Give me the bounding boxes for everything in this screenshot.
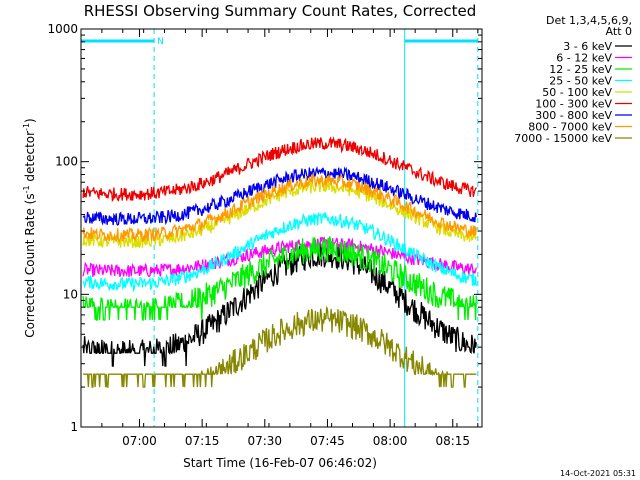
x-tick-label: 07:15 — [185, 434, 220, 448]
series-line — [82, 243, 477, 367]
x-tick-label: 08:00 — [373, 434, 408, 448]
x-axis: 07:00 07:15 07:30 07:45 08:00 08:15 — [80, 29, 479, 448]
legend-header: Det 1,3,4,5,6,9, — [546, 14, 632, 27]
legend-entry-label: 12 - 25 keV — [549, 63, 612, 76]
legend-entry-label: 3 - 6 keV — [563, 40, 612, 53]
series-line — [82, 235, 477, 278]
y-tick-label: 10 — [63, 287, 78, 301]
series-line — [82, 236, 477, 321]
legend-entry-label: 6 - 12 keV — [556, 52, 612, 65]
legend-entry-label: 7000 - 15000 keV — [514, 132, 612, 145]
series-line — [82, 136, 477, 203]
legend-entry-label: 300 - 800 keV — [535, 109, 612, 122]
legend-header: Att 0 — [606, 25, 632, 38]
chart-title: RHESSI Observing Summary Count Rates, Co… — [84, 2, 477, 20]
series-line — [82, 172, 477, 244]
night-label: N — [157, 37, 164, 47]
series-line — [82, 165, 477, 226]
plot-frame — [80, 28, 483, 428]
y-tick-label: 1 — [70, 420, 78, 434]
x-tick-label: 08:15 — [435, 434, 470, 448]
footer-timestamp: 14-Oct-2021 05:31 — [560, 469, 636, 478]
y-tick-label: 100 — [55, 155, 78, 169]
x-axis-label: Start Time (16-Feb-07 06:46:02) — [183, 456, 377, 470]
series-line — [82, 178, 477, 249]
legend-entry-label: 100 - 300 keV — [535, 98, 612, 111]
series-lines — [82, 136, 477, 388]
x-tick-label: 07:45 — [310, 434, 345, 448]
x-tick-label: 07:00 — [122, 434, 157, 448]
legend-entry-label: 800 - 7000 keV — [528, 121, 612, 134]
y-tick-label: 1000 — [47, 22, 78, 36]
legend-entry-label: 50 - 100 keV — [542, 86, 612, 99]
series-line — [83, 305, 477, 388]
legend-entry-label: 25 - 50 keV — [549, 75, 612, 88]
x-tick-label: 07:30 — [247, 434, 282, 448]
y-axis: 1 10 100 1000 — [47, 22, 482, 434]
series-line — [82, 212, 477, 293]
y-axis-label: Corrected Count Rate (s-1 detector-1) — [22, 118, 37, 337]
